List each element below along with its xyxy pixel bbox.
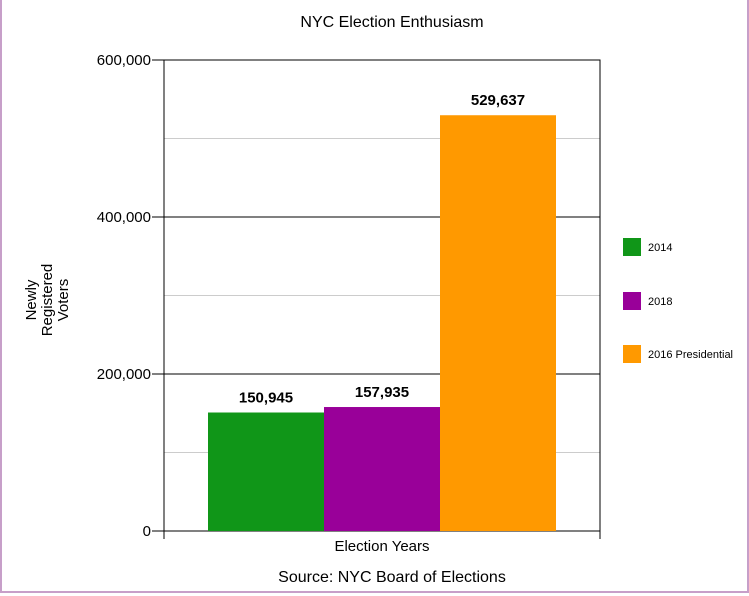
legend: 2014 2018 2016 Presidential (623, 238, 733, 363)
legend-label: 2018 (648, 296, 672, 308)
bar-value-label: 150,945 (239, 390, 293, 407)
legend-swatch (623, 292, 641, 310)
y-axis-ticks: 0 200,000 400,000 600,000 (97, 52, 601, 540)
y-axis-title-line: Registered (39, 264, 56, 337)
legend-swatch (623, 238, 641, 256)
y-axis-title: Newly Registered Voters (23, 264, 72, 337)
legend-label: 2014 (648, 242, 672, 254)
y-tick-label: 400,000 (97, 209, 151, 226)
y-axis-title-line: Newly (23, 279, 40, 320)
x-axis-title: Election Years (334, 538, 429, 555)
y-tick-label: 0 (143, 523, 151, 540)
source-note: Source: NYC Board of Elections (278, 569, 506, 586)
bar-value-label: 529,637 (471, 92, 525, 109)
bar-2018 (324, 407, 440, 531)
legend-label: 2016 Presidential (648, 349, 733, 361)
legend-item: 2014 (623, 238, 672, 256)
y-tick-label: 200,000 (97, 366, 151, 383)
legend-item: 2016 Presidential (623, 345, 733, 363)
chart-title: NYC Election Enthusiasm (300, 14, 483, 31)
bar-2016-presidential (440, 115, 556, 531)
y-tick-label: 600,000 (97, 52, 151, 69)
bars (208, 115, 556, 531)
legend-item: 2018 (623, 292, 672, 310)
value-labels: 150,945 157,935 529,637 (239, 92, 525, 406)
bar-value-label: 157,935 (355, 384, 409, 401)
y-axis-title-line: Voters (55, 279, 72, 322)
legend-swatch (623, 345, 641, 363)
bar-2014 (208, 412, 324, 531)
